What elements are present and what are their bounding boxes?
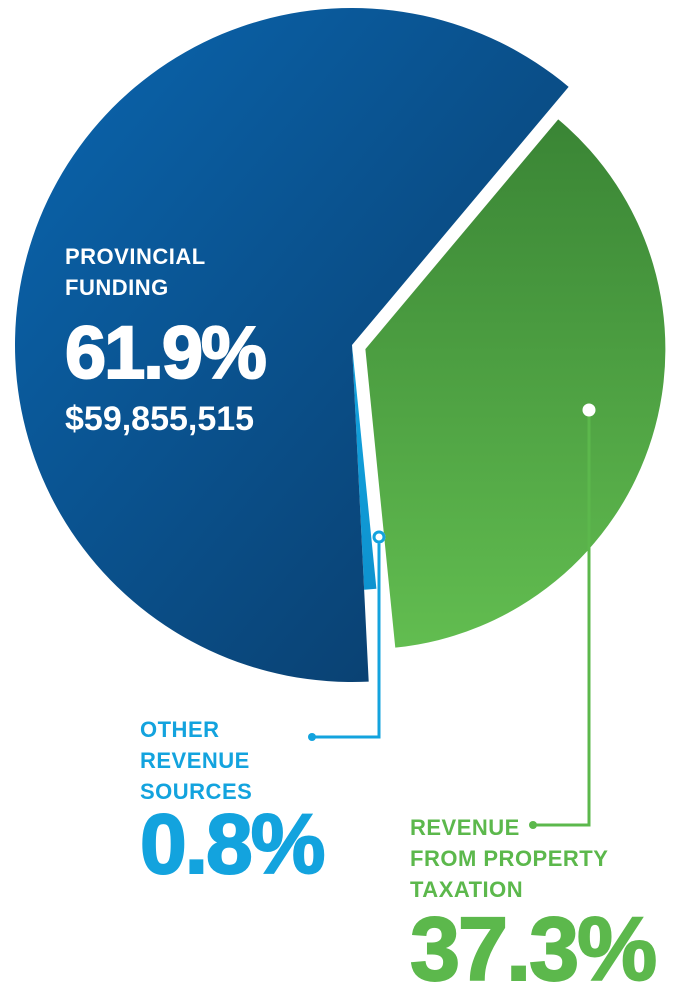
label-line: TAXATION	[410, 877, 523, 902]
amount-label: $59,855,515	[65, 400, 254, 438]
label-line: FUNDING	[65, 275, 169, 300]
value-label: 61.9%	[65, 311, 265, 394]
label-line: FROM PROPERTY	[410, 846, 615, 871]
slice-label: OTHER REVENUE SOURCES	[140, 717, 256, 804]
connector-dot	[308, 733, 316, 741]
label-line: REVENUE	[410, 815, 526, 840]
connector-dot	[372, 530, 386, 544]
value-label: 0.8%	[140, 797, 324, 891]
connector-line	[533, 416, 591, 827]
slice-label: PROVINCIAL FUNDING	[65, 244, 212, 300]
pie-slice	[14, 7, 569, 683]
value-label: 37.3%	[410, 900, 655, 985]
label-line: SOURCES	[140, 779, 252, 804]
labels: PROVINCIAL FUNDING 61.9% OTHER REVENUE SOU…	[64, 244, 658, 985]
pie-slice	[352, 345, 377, 590]
slice-label: REVENUE FROM PROPERTY TAXATION	[410, 815, 615, 902]
connector-line	[312, 543, 381, 739]
connectors	[308, 403, 596, 829]
label-line: OTHER	[140, 717, 226, 742]
label-line: REVENUE	[140, 748, 256, 773]
connector-dot	[582, 403, 596, 417]
connector-dot	[529, 821, 537, 829]
label-line: PROVINCIAL	[65, 244, 212, 269]
